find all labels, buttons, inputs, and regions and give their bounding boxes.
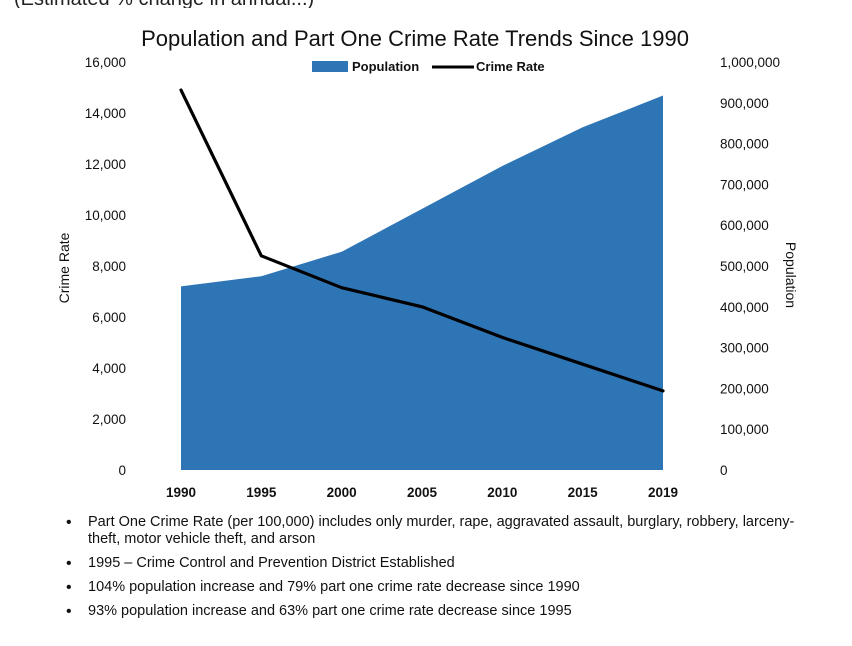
y-tick-label: 8,000	[92, 259, 126, 274]
y2-tick-label: 100,000	[720, 422, 769, 437]
y2-tick-label: 500,000	[720, 259, 769, 274]
x-axis-ticks: 1990 1995 2000 2005 2010 2015 2019	[166, 485, 678, 500]
y-tick-label: 2,000	[92, 412, 126, 427]
y2-tick-label: 300,000	[720, 341, 769, 356]
x-tick-label: 2005	[407, 485, 438, 500]
y-axis-label: Crime Rate	[56, 232, 72, 303]
note-item: 93% population increase and 63% part one…	[60, 603, 820, 620]
x-tick-label: 1990	[166, 485, 196, 500]
note-item: Part One Crime Rate (per 100,000) includ…	[60, 514, 820, 548]
y-tick-label: 6,000	[92, 310, 126, 325]
x-tick-label: 1995	[246, 485, 277, 500]
y2-tick-label: 0	[720, 463, 728, 478]
y-tick-label: 16,000	[85, 55, 126, 70]
cropped-heading: (Estimated % change in annual...)	[0, 0, 852, 8]
y2-tick-label: 200,000	[720, 381, 769, 396]
legend-swatch-population	[312, 61, 348, 72]
y-tick-label: 0	[118, 463, 126, 478]
y2-tick-label: 600,000	[720, 218, 769, 233]
y2-tick-label: 900,000	[720, 96, 769, 111]
population-area	[181, 95, 663, 470]
chart-title: Population and Part One Crime Rate Trend…	[141, 26, 689, 51]
y2-tick-label: 700,000	[720, 177, 769, 192]
y2-tick-label: 400,000	[720, 300, 769, 315]
note-item: 1995 – Crime Control and Prevention Dist…	[60, 555, 820, 572]
chart-legend: Population Crime Rate	[312, 59, 545, 74]
y-tick-label: 12,000	[85, 157, 126, 172]
y-tick-label: 4,000	[92, 361, 126, 376]
notes-list: Part One Crime Rate (per 100,000) includ…	[60, 514, 820, 627]
x-tick-label: 2000	[327, 485, 357, 500]
x-tick-label: 2010	[487, 485, 517, 500]
y2-axis-label: Population	[783, 242, 799, 308]
right-axis-ticks: 0 100,000 200,000 300,000 400,000 500,000 600,…	[720, 55, 780, 478]
legend-label-population: Population	[352, 59, 419, 74]
left-axis-ticks: 0 2,000 4,000 6,000 8,000 10,000 12,000 14,000 1…	[85, 55, 126, 478]
x-tick-label: 2019	[648, 485, 678, 500]
y-tick-label: 10,000	[85, 208, 126, 223]
plot-area	[179, 88, 665, 470]
population-crime-chart: Population and Part One Crime Rate Trend…	[56, 26, 799, 500]
note-item: 104% population increase and 79% part on…	[60, 579, 820, 596]
y2-tick-label: 1,000,000	[720, 55, 780, 70]
legend-label-crime-rate: Crime Rate	[476, 59, 545, 74]
x-tick-label: 2015	[568, 485, 599, 500]
y-tick-label: 14,000	[85, 106, 126, 121]
y2-tick-label: 800,000	[720, 137, 769, 152]
crime-rate-line	[179, 88, 665, 393]
